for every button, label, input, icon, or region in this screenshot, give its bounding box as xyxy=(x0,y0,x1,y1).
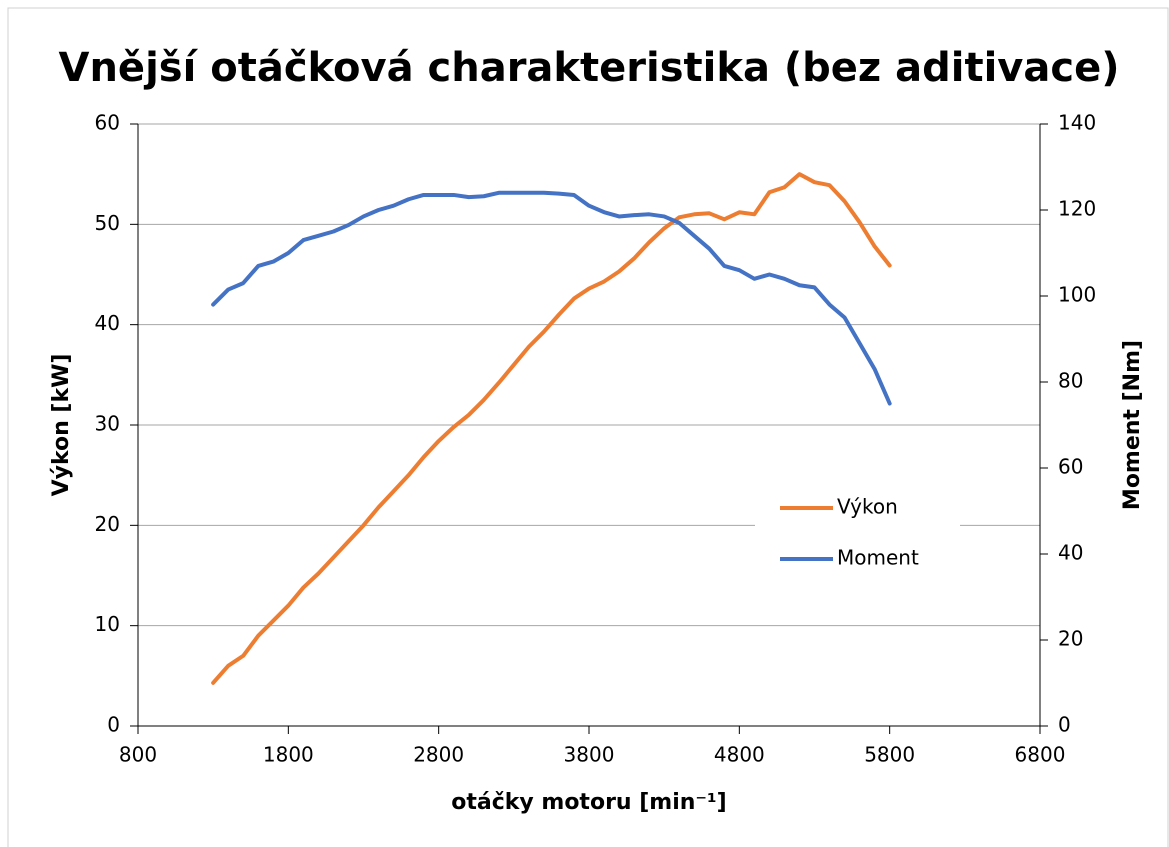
legend-label: Výkon xyxy=(837,495,898,519)
legend-box xyxy=(755,483,960,563)
line-series xyxy=(211,190,892,406)
y2-tick-label: 120 xyxy=(1058,197,1096,221)
chart-frame xyxy=(7,7,1169,847)
x-tick-label: 2800 xyxy=(413,743,464,767)
line-series xyxy=(211,172,892,685)
x-tick-label: 1800 xyxy=(263,743,314,767)
chart-title: Vnější otáčková charakteristika (bez adi… xyxy=(59,45,1120,91)
x-tick-label: 6800 xyxy=(1015,743,1066,767)
x-tick-label: 800 xyxy=(119,743,157,767)
y2-tick-label: 0 xyxy=(1058,713,1071,737)
y-tick-label: 40 xyxy=(95,311,120,335)
y2-tick-label: 40 xyxy=(1058,541,1083,565)
y-tick-label: 0 xyxy=(107,713,120,737)
y-tick-label: 10 xyxy=(95,612,120,636)
y2-tick-label: 60 xyxy=(1058,455,1083,479)
y2-tick-label: 100 xyxy=(1058,283,1096,307)
y2-tick-label: 140 xyxy=(1058,111,1096,135)
x-axis-label: otáčky motoru [min⁻¹] xyxy=(451,790,726,815)
legend-label: Moment xyxy=(837,546,919,570)
y-tick-label: 50 xyxy=(95,211,120,235)
x-tick-label: 4800 xyxy=(714,743,765,767)
x-tick-label: 3800 xyxy=(564,743,615,767)
y-tick-label: 20 xyxy=(95,512,120,536)
y2-axis-label: Moment [Nm] xyxy=(1120,340,1145,510)
y-tick-label: 30 xyxy=(95,412,120,436)
y-axis-label: Výkon [kW] xyxy=(49,354,74,497)
x-tick-label: 5800 xyxy=(864,743,915,767)
y-tick-label: 60 xyxy=(95,111,120,135)
y2-tick-label: 80 xyxy=(1058,369,1083,393)
y2-tick-label: 20 xyxy=(1058,627,1083,651)
